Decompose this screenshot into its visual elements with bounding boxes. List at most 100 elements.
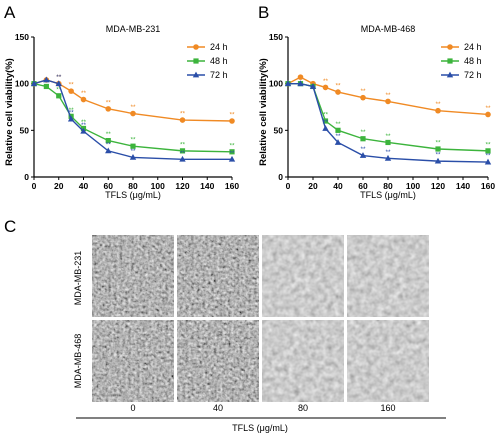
chart-a-sig-label: **: [180, 150, 186, 157]
chart-a-xlabel: TFLS (μg/mL): [105, 190, 161, 200]
chart-a-sig-label: **: [81, 90, 87, 97]
chart-b-point-48h-60: [360, 136, 366, 142]
chart-b-point-72h-20: [309, 83, 317, 89]
chart-b-ytick-label: 50: [274, 125, 284, 135]
chart-b-sig-label: **: [335, 83, 341, 90]
chart-a-xtick-label: 120: [175, 181, 189, 191]
chart-a-sig-label: **: [69, 82, 75, 89]
chart-a-sig-label: **: [106, 141, 112, 148]
chart-b-sig-label: **: [485, 141, 491, 148]
chart-b-sig-label: **: [360, 129, 366, 136]
col-label-80: 80: [298, 403, 308, 413]
panel-c-xlabel: TFLS (μg/mL): [232, 423, 288, 433]
chart-b-legend-label: 48 h: [464, 56, 482, 66]
chart-b-ytick-label: 150: [269, 32, 283, 42]
chart-a-sig-label: **: [229, 112, 235, 119]
chart-a-legend-label: 48 h: [210, 56, 228, 66]
chart-a-point-72h-20: [55, 80, 62, 87]
chart-a-point-72h-120: [179, 155, 186, 162]
chart-b: MDA-MB-468 Relative cell viability(%) TF…: [258, 24, 495, 200]
chart-a-legend-label: 24 h: [210, 42, 228, 52]
chart-b-point-24h-80: [385, 98, 391, 105]
chart-b-point-48h-30: [322, 118, 329, 124]
chart-a-xtick-label: 160: [225, 181, 239, 191]
row-label-mda-mb-231: MDA-MB-231: [73, 251, 83, 306]
chart-b-xtick-label: 140: [456, 181, 470, 191]
chart-a-sig-label: **: [180, 111, 186, 118]
chart-b-sig-label: **: [335, 133, 341, 140]
chart-a-ylabel: Relative cell viability(%): [4, 58, 15, 166]
chart-a-sig-label: **: [81, 122, 87, 129]
chart-b-legend-label: 72 h: [464, 70, 482, 80]
chart-b-point-72h-40: [334, 139, 342, 145]
chart-b-sig-label: **: [435, 101, 441, 108]
chart-a-point-48h-20: [56, 93, 62, 99]
chart-b-ytick-label: 0: [278, 172, 283, 182]
row-label-mda-mb-468: MDA-MB-468: [73, 334, 83, 389]
chart-a-sig-label: **: [56, 74, 62, 81]
panel-label-b: B: [258, 3, 269, 22]
chart-a-xtick-label: 80: [128, 181, 138, 191]
chart-a-sig-label: **: [69, 110, 75, 117]
micrograph-468-80: [262, 320, 344, 402]
chart-a-ytick-label: 50: [20, 125, 30, 135]
col-label-40: 40: [213, 403, 223, 413]
chart-a: MDA-MB-231 Relative cell viability(%) TF…: [4, 24, 239, 200]
panel-label-c: C: [4, 217, 16, 236]
chart-b-sig-label: **: [385, 133, 391, 140]
chart-b-point-48h-80: [385, 139, 391, 146]
chart-b-legend-marker: [446, 71, 454, 78]
chart-a-point-72h-10: [43, 76, 50, 83]
chart-b-sig-label: **: [385, 92, 391, 99]
chart-b-sig-label: **: [323, 119, 329, 126]
chart-b-sig-label: **: [485, 153, 491, 160]
chart-a-xtick-label: 60: [104, 181, 114, 191]
chart-b-point-48h-40: [335, 127, 341, 133]
micrograph-231-40: [177, 235, 259, 317]
chart-b-point-72h-10: [297, 80, 304, 87]
chart-b-xtick-label: 160: [481, 181, 495, 191]
chart-a-point-72h-30: [67, 115, 75, 122]
chart-b-point-24h-10: [297, 74, 304, 80]
chart-a-sig-label: **: [69, 107, 75, 114]
chart-a-xtick-label: 140: [200, 181, 214, 191]
chart-a-point-48h-10: [43, 83, 49, 90]
chart-b-xtick-label: 120: [431, 181, 445, 191]
chart-a-legend-marker: [192, 71, 200, 78]
chart-b-point-24h-160: [485, 111, 491, 118]
chart-b-sig-label: **: [323, 78, 329, 85]
chart-b-sig-label: **: [385, 149, 391, 156]
chart-b-title: MDA-MB-468: [361, 24, 416, 34]
chart-a-title: MDA-MB-231: [106, 24, 161, 34]
chart-a-point-72h-60: [105, 147, 112, 154]
chart-b-xtick-label: 0: [286, 181, 291, 191]
chart-a-sig-label: **: [106, 131, 112, 138]
chart-a-point-48h-60: [105, 138, 111, 144]
chart-a-sig-label: **: [229, 150, 235, 157]
chart-a-ytick-label: 150: [15, 32, 29, 42]
chart-b-point-72h-30: [322, 125, 329, 131]
chart-a-legend-marker: [193, 58, 199, 64]
chart-b-point-72h-120: [434, 157, 442, 164]
chart-a-point-24h-40: [80, 96, 87, 103]
chart-b-sig-label: **: [335, 121, 341, 128]
chart-b-sig-label: **: [435, 152, 441, 159]
chart-a-point-72h-40: [80, 127, 87, 134]
chart-a-point-48h-160: [229, 149, 235, 155]
chart-b-sig-label: **: [323, 112, 329, 119]
chart-b-xtick-label: 80: [383, 181, 393, 191]
chart-a-xtick-label: 40: [79, 181, 89, 191]
micrograph-grid: MDA-MB-231 MDA-MB-468 0 40 80 160 TFLS (…: [73, 235, 446, 433]
col-label-0: 0: [130, 403, 135, 413]
chart-b-legend-label: 24 h: [464, 42, 482, 52]
chart-b-xtick-label: 100: [406, 181, 420, 191]
chart-b-point-48h-120: [435, 146, 441, 152]
chart-a-sig-label: **: [56, 74, 62, 81]
chart-b-xlabel: TFLS (μg/mL): [360, 190, 416, 200]
chart-b-ylabel: Relative cell viability(%): [258, 58, 269, 166]
chart-a-sig-label: **: [130, 148, 136, 155]
chart-a-ytick-label: 0: [24, 172, 29, 182]
chart-b-xtick-label: 20: [308, 181, 318, 191]
micrograph-231-80: [262, 235, 344, 317]
